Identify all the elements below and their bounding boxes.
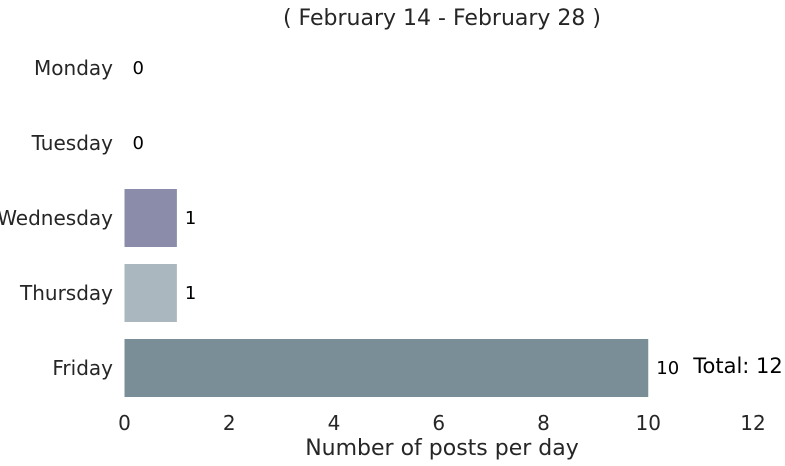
total-annotation: Total: 12 [692, 354, 783, 378]
data-label-monday: 0 [133, 58, 144, 79]
data-label-wednesday: 1 [185, 208, 196, 229]
x-tick-8: 8 [537, 411, 550, 435]
x-tick-labels: 0 2 4 6 8 10 12 [118, 411, 766, 435]
x-tick-6: 6 [432, 411, 445, 435]
x-tick-0: 0 [118, 411, 131, 435]
data-label-tuesday: 0 [133, 133, 144, 154]
x-tick-4: 4 [328, 411, 341, 435]
x-tick-10: 10 [636, 411, 661, 435]
x-axis-label: Number of posts per day [305, 436, 579, 461]
data-label-thursday: 1 [185, 283, 196, 304]
category-labels: Monday Tuesday Wednesday Thursday Friday [0, 56, 113, 380]
x-tick-2: 2 [223, 411, 236, 435]
chart-title: ( February 14 - February 28 ) [283, 6, 601, 31]
category-label-friday: Friday [52, 356, 113, 380]
bar-thursday [124, 264, 177, 322]
category-label-wednesday: Wednesday [0, 206, 113, 230]
bars-group [124, 189, 649, 397]
category-label-monday: Monday [34, 56, 113, 80]
x-tick-12: 12 [740, 411, 765, 435]
category-label-thursday: Thursday [19, 281, 113, 305]
data-label-friday: 10 [656, 358, 679, 379]
bar-friday [124, 339, 649, 397]
data-labels: 0 0 1 1 10 [133, 58, 680, 379]
bar-wednesday [124, 189, 177, 247]
category-label-tuesday: Tuesday [31, 131, 114, 155]
